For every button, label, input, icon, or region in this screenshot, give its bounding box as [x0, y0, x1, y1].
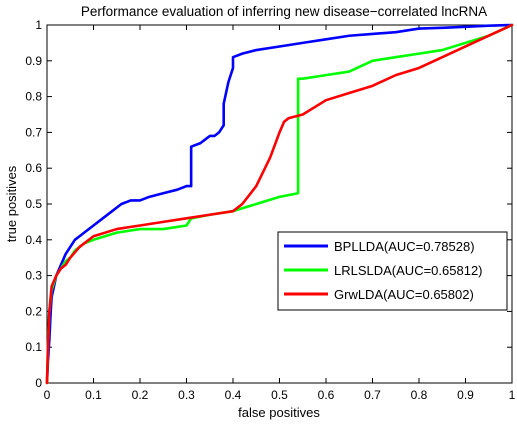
legend-label-2: GrwLDA(AUC=0.65802)	[334, 287, 474, 302]
legend-label-0: BPLLDA(AUC=0.78528)	[334, 239, 475, 254]
y-tick-label: 0.4	[25, 233, 42, 247]
x-tick-label: 0.7	[364, 388, 381, 402]
x-tick-label: 0.1	[85, 388, 102, 402]
legend-label-1: LRLSLDA(AUC=0.65812)	[334, 263, 483, 278]
y-tick-label: 0.2	[25, 304, 42, 318]
y-tick-label: 0.3	[25, 269, 42, 283]
legend: BPLLDA(AUC=0.78528) LRLSLDA(AUC=0.65812) G…	[277, 231, 508, 311]
series-line-2	[45, 23, 514, 385]
x-tick-label: 0.9	[457, 388, 474, 402]
series-lines	[45, 23, 514, 385]
x-tick-label: 0.4	[225, 388, 242, 402]
axis-ticks: 0 0.1 0.2 0.3 0.4 0.5 0.6 0.7 0.8 0.9 1 0 0.1 0.2 0.3 0…	[25, 18, 515, 402]
series-line-0	[45, 23, 514, 385]
x-tick-label: 0	[44, 388, 51, 402]
x-tick-label: 0.2	[132, 388, 149, 402]
y-tick-label: 0.6	[25, 161, 42, 175]
x-tick-label: 0.3	[178, 388, 195, 402]
y-tick-label: 0.1	[25, 340, 42, 354]
x-tick-label: 1	[509, 388, 516, 402]
x-axis-label: false positives	[238, 405, 320, 420]
x-tick-label: 0.5	[271, 388, 288, 402]
y-tick-label: 0.9	[25, 54, 42, 68]
y-tick-label: 0.7	[25, 125, 42, 139]
y-tick-label: 0	[35, 376, 42, 390]
x-tick-label: 0.8	[411, 388, 428, 402]
y-tick-label: 0.8	[25, 90, 42, 104]
y-tick-label: 1	[35, 18, 42, 32]
y-axis-label: true positives	[4, 165, 19, 242]
plot-frame	[46, 24, 513, 384]
x-tick-label: 0.6	[318, 388, 335, 402]
chart-title: Performance evaluation of inferring new …	[81, 4, 487, 19]
y-tick-label: 0.5	[25, 197, 42, 211]
